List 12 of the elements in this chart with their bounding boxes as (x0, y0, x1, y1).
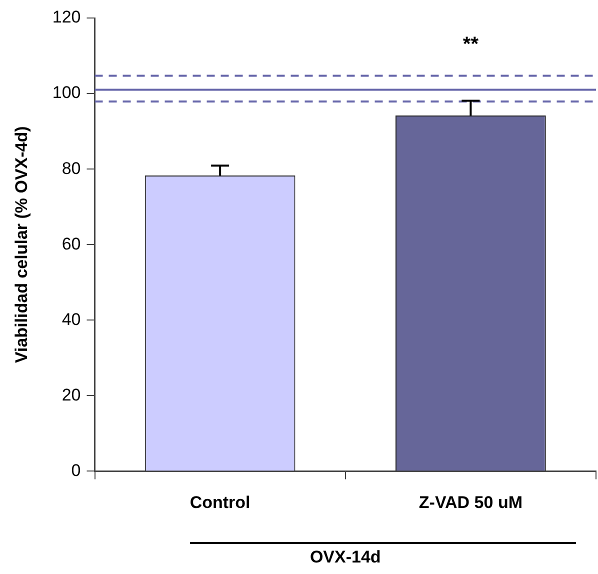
y-tick-label: 20 (62, 385, 81, 404)
y-tick-label: 40 (62, 310, 81, 329)
x-tick-label: Control (190, 493, 250, 512)
y-tick-label: 120 (52, 8, 81, 27)
y-tick-label: 100 (52, 83, 81, 102)
x-tick-label: Z-VAD 50 uM (418, 493, 522, 512)
x-axis-title: OVX-14d (310, 547, 381, 566)
y-axis-title: Viabilidad celular (% OVX-4d) (12, 126, 31, 364)
annotation: ** (462, 34, 479, 56)
y-tick-label: 0 (71, 460, 81, 480)
y-tick-label: 60 (62, 234, 81, 254)
y-tick-label: 80 (62, 158, 81, 178)
